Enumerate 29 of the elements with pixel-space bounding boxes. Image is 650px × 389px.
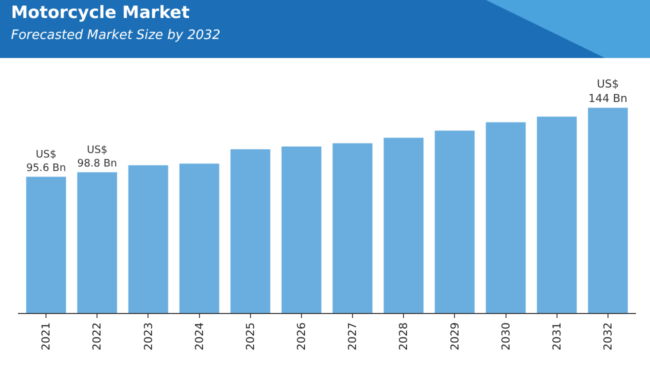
x-tick-label: 2031 [550,322,564,350]
bar [536,116,577,313]
bar [77,172,118,313]
data-label: US$ 98.8 Bn [77,144,118,170]
bar [230,149,270,313]
x-tick-label: 2029 [448,322,462,350]
bar [282,146,322,313]
x-tick-label: 2028 [397,322,410,350]
x-tick-label: 2024 [192,322,206,350]
x-tick-label: 2030 [499,322,512,350]
bar [434,130,475,313]
x-tick-label: 2022 [90,322,104,350]
chart-title: Motorcycle Market [11,3,190,23]
x-tick-label: 2023 [142,322,155,350]
data-label: US$ 95.6 Bn [26,148,66,174]
bar [384,138,424,313]
chart-subtitle: Forecasted Market Size by 2032 [11,28,220,43]
bar [588,108,628,313]
data-label: US$ 144 Bn [588,78,628,105]
x-tick-label: 2027 [346,322,360,350]
bar [128,165,168,313]
x-tick-label: 2021 [40,322,53,350]
x-tick-label: 2025 [244,322,257,350]
bar [332,143,372,313]
bar [179,164,220,313]
x-tick-label: 2026 [295,322,308,350]
bar [486,122,526,313]
x-tick-label: 2032 [601,322,614,350]
bar [26,176,66,313]
